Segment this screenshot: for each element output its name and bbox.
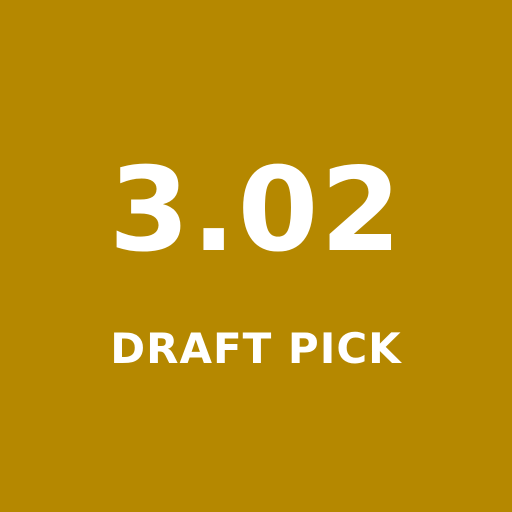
pick-label: DRAFT PICK — [110, 324, 402, 373]
pick-number: 3.02 — [108, 143, 404, 278]
